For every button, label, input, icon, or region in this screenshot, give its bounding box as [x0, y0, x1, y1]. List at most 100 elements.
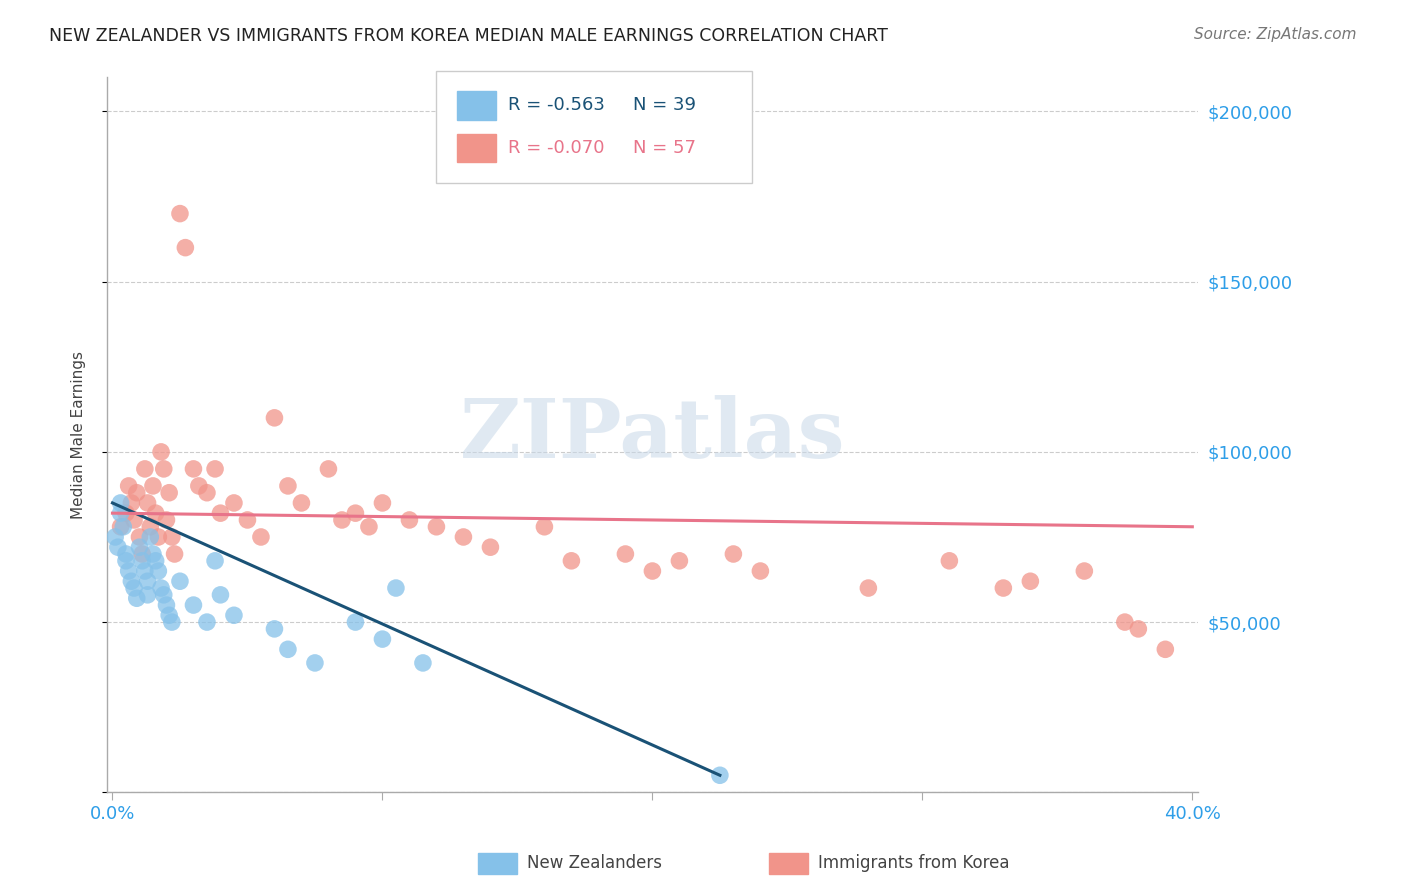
Text: ZIPatlas: ZIPatlas — [460, 395, 845, 475]
Point — [398, 513, 420, 527]
Point — [385, 581, 408, 595]
Point — [152, 588, 174, 602]
Point — [304, 656, 326, 670]
Point — [277, 479, 299, 493]
Point — [125, 485, 148, 500]
Point — [723, 547, 745, 561]
Point — [155, 598, 177, 612]
Y-axis label: Median Male Earnings: Median Male Earnings — [72, 351, 86, 519]
Point — [157, 608, 180, 623]
Point — [131, 547, 153, 561]
Point — [614, 547, 637, 561]
Point — [371, 496, 394, 510]
Point — [110, 496, 132, 510]
Point — [112, 520, 135, 534]
Point — [709, 768, 731, 782]
Point — [110, 506, 132, 520]
Text: Source: ZipAtlas.com: Source: ZipAtlas.com — [1194, 27, 1357, 42]
Point — [125, 591, 148, 606]
Point — [115, 554, 138, 568]
Point — [560, 554, 582, 568]
Point — [479, 540, 502, 554]
Point — [128, 530, 150, 544]
Point — [1019, 574, 1042, 589]
Point — [641, 564, 664, 578]
Point — [209, 588, 232, 602]
Point — [277, 642, 299, 657]
Point — [222, 608, 245, 623]
Point — [155, 513, 177, 527]
Point — [142, 479, 165, 493]
Point — [204, 554, 226, 568]
Point — [1154, 642, 1177, 657]
Point — [120, 574, 142, 589]
Point — [344, 615, 367, 629]
Point — [118, 564, 141, 578]
Point — [110, 520, 132, 534]
Point — [120, 496, 142, 510]
Point — [122, 513, 145, 527]
Text: R = -0.070: R = -0.070 — [508, 139, 605, 157]
Point — [533, 520, 555, 534]
Point — [749, 564, 772, 578]
Point — [115, 547, 138, 561]
Point — [1073, 564, 1095, 578]
Point — [139, 520, 162, 534]
Point — [174, 241, 197, 255]
Point — [107, 540, 129, 554]
Point — [412, 656, 434, 670]
Point — [163, 547, 186, 561]
Point — [1114, 615, 1136, 629]
Text: N = 57: N = 57 — [633, 139, 696, 157]
Point — [169, 574, 191, 589]
Point — [858, 581, 880, 595]
Point — [993, 581, 1015, 595]
Point — [263, 622, 285, 636]
Point — [344, 506, 367, 520]
Point — [209, 506, 232, 520]
Point — [128, 540, 150, 554]
Point — [148, 564, 170, 578]
Point — [150, 581, 173, 595]
Point — [145, 554, 167, 568]
Point — [425, 520, 447, 534]
Point — [145, 506, 167, 520]
Point — [134, 462, 156, 476]
Point — [169, 206, 191, 220]
Point — [152, 462, 174, 476]
Point — [195, 485, 218, 500]
Point — [330, 513, 353, 527]
Point — [139, 530, 162, 544]
Point — [134, 564, 156, 578]
Point — [236, 513, 259, 527]
Point — [104, 530, 127, 544]
Point — [204, 462, 226, 476]
Point — [1128, 622, 1150, 636]
Point — [187, 479, 209, 493]
Point — [453, 530, 475, 544]
Point — [122, 581, 145, 595]
Point — [150, 445, 173, 459]
Point — [195, 615, 218, 629]
Point — [357, 520, 380, 534]
Text: NEW ZEALANDER VS IMMIGRANTS FROM KOREA MEDIAN MALE EARNINGS CORRELATION CHART: NEW ZEALANDER VS IMMIGRANTS FROM KOREA M… — [49, 27, 889, 45]
Point — [290, 496, 312, 510]
Point — [318, 462, 340, 476]
Point — [938, 554, 960, 568]
Point — [183, 462, 205, 476]
Point — [136, 496, 159, 510]
Point — [250, 530, 273, 544]
Point — [160, 615, 183, 629]
Point — [263, 410, 285, 425]
Point — [131, 554, 153, 568]
Text: New Zealanders: New Zealanders — [527, 855, 662, 872]
Text: Immigrants from Korea: Immigrants from Korea — [818, 855, 1010, 872]
Point — [148, 530, 170, 544]
Text: N = 39: N = 39 — [633, 96, 696, 114]
Point — [668, 554, 690, 568]
Point — [115, 506, 138, 520]
Point — [136, 588, 159, 602]
Point — [118, 479, 141, 493]
Point — [371, 632, 394, 646]
Point — [157, 485, 180, 500]
